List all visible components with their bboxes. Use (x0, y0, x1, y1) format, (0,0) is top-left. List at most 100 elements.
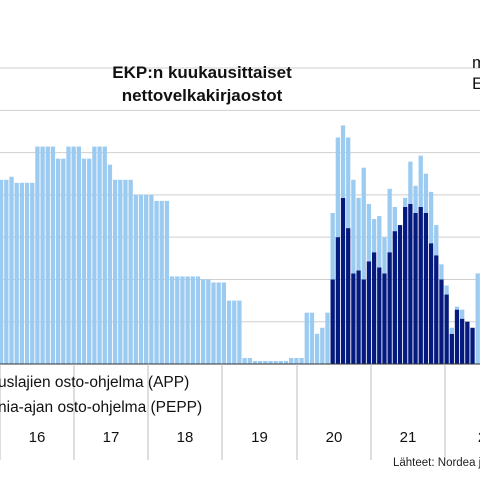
bar-app (423, 173, 429, 213)
source-note: Lähteet: Nordea j (393, 457, 480, 469)
bar-app (252, 360, 258, 364)
bar-app (87, 158, 92, 364)
bar-app (112, 179, 118, 364)
bar-app (377, 216, 382, 268)
bar-pepp (470, 327, 475, 364)
bar-app (164, 200, 170, 364)
bar-app (216, 282, 221, 364)
bar-app (24, 182, 30, 364)
x-axis-ticks: 16 17 18 19 20 21 2 (0, 364, 480, 460)
bar-app (325, 312, 330, 364)
bar-app (92, 146, 97, 364)
bar-app (289, 357, 294, 364)
bar-app (454, 306, 460, 310)
bar-app (273, 360, 278, 364)
bar-app (195, 276, 201, 364)
bar-app (309, 312, 315, 364)
bar-app (403, 197, 408, 207)
bar-app (71, 146, 76, 364)
bar-app (340, 125, 346, 198)
bar-app (0, 179, 4, 364)
bar-app (413, 185, 418, 213)
bar-app (382, 237, 387, 274)
bar-app (76, 146, 81, 364)
bar-app (30, 182, 35, 364)
chart-title-line-1: EKP:n kuukausittaiset (112, 63, 292, 82)
bar-pepp (392, 231, 397, 364)
bar-app (232, 300, 237, 364)
corner-label-1: m (472, 53, 480, 72)
bar-app (226, 300, 232, 364)
bar-app (149, 194, 154, 364)
bar-app (40, 146, 45, 364)
bar-app (201, 279, 206, 364)
bar-app (237, 300, 242, 364)
corner-label-2: E (472, 74, 480, 93)
bar-app (45, 146, 50, 364)
bar-pepp (449, 333, 454, 364)
bar-app (268, 360, 273, 364)
bars (0, 125, 480, 364)
bar-app (159, 200, 164, 364)
bar-app (9, 176, 14, 364)
bar-app (428, 191, 434, 244)
bar-app (294, 357, 299, 364)
bar-app (118, 179, 123, 364)
bar-app (387, 188, 392, 253)
bar-app (190, 276, 195, 364)
bar-pepp (340, 197, 346, 364)
bar-app (138, 194, 144, 364)
x-tick-label: 18 (177, 429, 194, 446)
bar-app (314, 333, 320, 364)
bar-app (50, 146, 56, 364)
bar-app (123, 179, 128, 364)
bar-pepp (361, 279, 366, 364)
bar-app (258, 360, 263, 364)
bar-pepp (382, 273, 387, 364)
bar-app (66, 146, 71, 364)
bar-app (356, 197, 361, 271)
bar-pepp (428, 243, 434, 364)
bar-app (133, 194, 138, 364)
bar-app (185, 276, 190, 364)
bar-pepp (413, 213, 418, 364)
bar-app (180, 276, 185, 364)
bar-pepp (465, 321, 470, 364)
bar-app (102, 146, 107, 364)
bar-pepp (397, 225, 403, 364)
bar-app (55, 158, 61, 364)
bar-pepp (434, 255, 439, 364)
bar-app (434, 225, 439, 256)
bar-app (242, 357, 247, 364)
legend-pepp: nia-ajan osto-ohjelma (PEPP) (0, 399, 202, 416)
bar-pepp (439, 279, 444, 364)
bar-app (4, 179, 9, 364)
bar-pepp (444, 294, 449, 364)
bar-pepp (403, 206, 408, 364)
bar-app (330, 213, 335, 280)
bar-pepp (351, 273, 356, 364)
bar-pepp (346, 228, 351, 364)
bar-pepp (335, 237, 340, 364)
bar-app (371, 219, 377, 253)
bar-app (107, 164, 113, 364)
bar-app (81, 158, 87, 364)
chart-title-line-2: nettovelkakirjaostot (122, 86, 283, 105)
bar-app (97, 146, 102, 364)
bar-pepp (387, 252, 392, 364)
bar-pepp (330, 279, 335, 364)
bar-pepp (408, 203, 413, 364)
bar-pepp (460, 318, 465, 364)
bar-app (366, 203, 372, 262)
bar-pepp (371, 252, 377, 364)
bar-app (346, 137, 351, 229)
bar-pepp (423, 213, 429, 364)
bar-pepp (454, 309, 460, 364)
bar-app (444, 285, 449, 295)
bar-app (418, 155, 423, 207)
bar-app (154, 200, 159, 364)
legend-app: uslajien osto-ohjelma (APP) (0, 374, 189, 391)
bar-app (35, 146, 40, 364)
bar-app (144, 194, 149, 364)
